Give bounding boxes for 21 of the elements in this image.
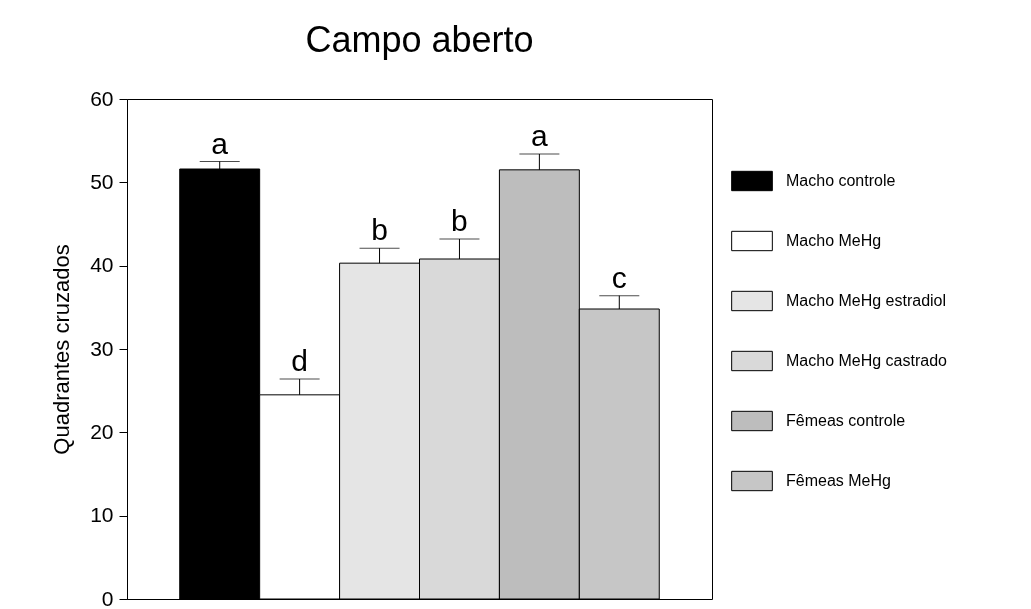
legend-label: Fêmeas controle [786,412,906,429]
y-tick-label: 40 [90,253,114,277]
y-tick-label: 20 [90,419,114,443]
y-axis-title: Quadrantes cruzados [49,244,75,455]
annotation: d [291,344,308,377]
chart-title: Campo aberto [305,19,534,60]
legend-label: Macho MeHg estradiol [786,292,947,309]
y-tick-label: 0 [101,586,114,609]
legend-label: Macho controle [786,172,896,189]
y-tick-label: 30 [90,336,114,360]
y-tick-label: 50 [90,169,114,193]
y-tick-label: 60 [90,86,114,110]
legend-label: Macho MeHg [786,232,882,249]
annotation: b [371,213,388,247]
legend-label: Fêmeas MeHg [786,472,891,489]
legend-label: Macho MeHg castrado [786,352,948,369]
annotation: a [531,119,549,152]
annotation: a [211,126,229,160]
y-tick-label: 10 [90,503,114,527]
annotation: b [451,204,468,237]
annotation: c [611,260,627,294]
